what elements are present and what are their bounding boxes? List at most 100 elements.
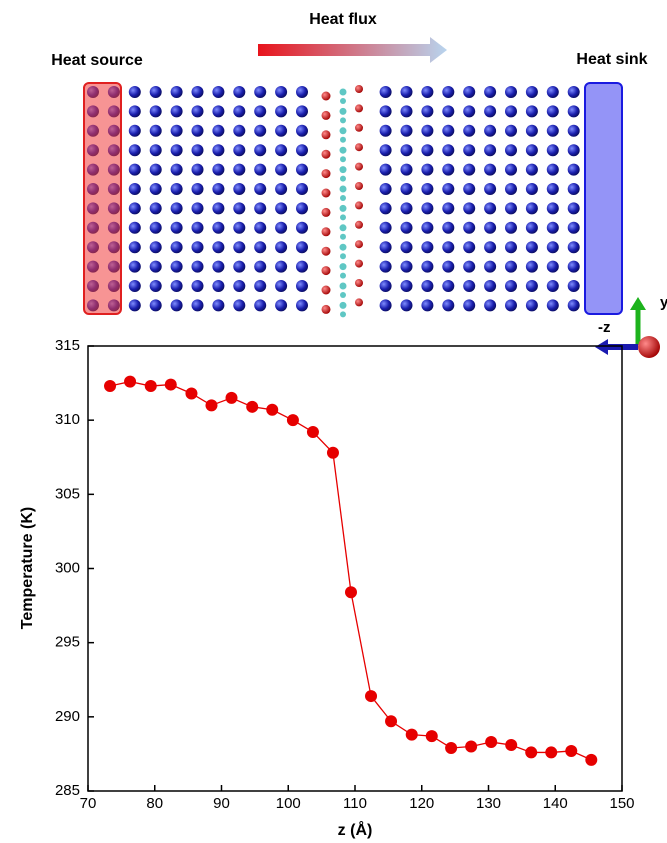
atom xyxy=(484,144,497,157)
x-tick-label: 120 xyxy=(409,795,434,812)
atom xyxy=(525,163,538,176)
atom xyxy=(355,162,363,171)
atom xyxy=(505,163,517,176)
atom xyxy=(379,86,392,98)
atom xyxy=(379,105,392,118)
heat-source-label: Heat source xyxy=(51,52,143,69)
atom xyxy=(275,241,288,254)
atom xyxy=(546,202,559,215)
atom xyxy=(400,86,413,98)
atom xyxy=(442,280,455,292)
atom xyxy=(355,259,363,268)
atom xyxy=(525,202,538,215)
atom xyxy=(379,144,392,157)
atom xyxy=(505,241,517,254)
data-point xyxy=(585,753,598,766)
atom xyxy=(212,105,225,118)
atom xyxy=(484,86,497,98)
atom xyxy=(400,221,413,234)
atom xyxy=(546,86,559,98)
atom xyxy=(421,183,434,195)
atom xyxy=(275,183,288,195)
atom xyxy=(149,124,162,137)
atom xyxy=(254,299,267,312)
atom xyxy=(340,195,346,201)
atom xyxy=(567,260,580,273)
atom xyxy=(149,183,162,195)
atom xyxy=(296,105,308,118)
atom xyxy=(149,202,162,215)
atom xyxy=(128,260,141,273)
x-tick-label: 70 xyxy=(80,795,97,812)
atom xyxy=(442,241,455,254)
atom xyxy=(567,144,580,157)
atom xyxy=(463,260,476,273)
x-tick-label: 90 xyxy=(213,795,230,812)
atom xyxy=(149,86,162,98)
atom xyxy=(463,124,476,137)
atom xyxy=(170,280,183,292)
atom xyxy=(525,144,538,157)
atom xyxy=(275,221,288,234)
atom xyxy=(484,221,497,234)
atom xyxy=(484,260,497,273)
atom xyxy=(233,299,246,312)
data-point xyxy=(445,741,458,754)
atom xyxy=(546,221,559,234)
atom xyxy=(254,280,267,292)
atom xyxy=(339,263,347,271)
atom xyxy=(296,144,308,157)
atom xyxy=(484,124,497,137)
data-point xyxy=(164,378,177,391)
atom xyxy=(340,292,346,298)
atom xyxy=(340,117,346,124)
atom xyxy=(149,280,162,292)
atom xyxy=(355,240,363,249)
axis-triad: y -z xyxy=(595,294,667,358)
y-tick-label: 300 xyxy=(55,559,80,576)
atom xyxy=(421,163,434,176)
atom xyxy=(339,146,347,154)
atom xyxy=(339,243,347,251)
atom xyxy=(128,241,141,254)
atom xyxy=(400,260,413,273)
atom xyxy=(340,136,346,143)
atom xyxy=(254,163,267,176)
data-point xyxy=(485,736,498,749)
data-point xyxy=(565,744,578,757)
atom xyxy=(321,285,331,295)
atom xyxy=(379,183,392,195)
atom xyxy=(379,260,392,273)
atom xyxy=(525,183,538,195)
x-tick-label: 100 xyxy=(276,795,301,812)
atom xyxy=(379,124,392,137)
atom xyxy=(191,280,204,292)
data-point xyxy=(425,730,438,743)
data-point xyxy=(326,446,339,459)
atom xyxy=(484,280,497,292)
atom xyxy=(463,163,476,176)
atom xyxy=(212,241,225,254)
data-point xyxy=(205,399,218,412)
atom xyxy=(442,163,455,176)
atom xyxy=(296,124,308,137)
atom xyxy=(355,201,363,210)
data-point xyxy=(465,740,478,753)
atom xyxy=(546,144,559,157)
atom xyxy=(567,202,580,215)
atom xyxy=(170,124,183,137)
atom xyxy=(170,299,183,312)
atom xyxy=(525,241,538,254)
atom xyxy=(321,266,331,276)
atom xyxy=(340,311,346,318)
atom xyxy=(484,241,497,254)
atom xyxy=(128,183,141,195)
atom xyxy=(567,280,580,292)
atom xyxy=(296,163,308,176)
atom xyxy=(149,241,162,254)
atom xyxy=(275,144,288,157)
atom xyxy=(546,124,559,137)
atom xyxy=(525,124,538,137)
atom xyxy=(400,163,413,176)
atom xyxy=(254,144,267,157)
